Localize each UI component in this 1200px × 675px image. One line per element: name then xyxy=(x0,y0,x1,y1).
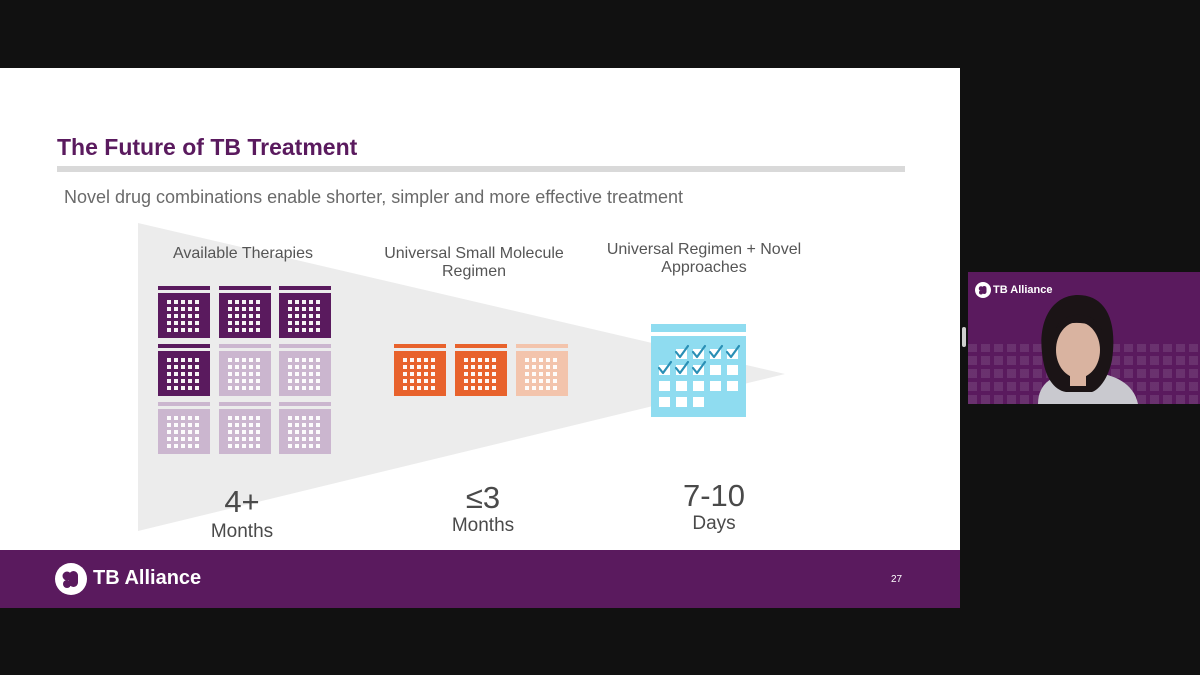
calendar-icon xyxy=(158,286,210,338)
calendar-icon xyxy=(279,344,331,396)
calendar-icon xyxy=(219,402,271,454)
metric-value-available: 4+ xyxy=(224,484,260,519)
calendar-icon xyxy=(279,286,331,338)
calendar-icon xyxy=(455,344,507,396)
tb-alliance-logo-icon xyxy=(975,282,991,298)
slide-title: The Future of TB Treatment xyxy=(57,134,358,160)
column-label-available-therapies: Available Therapies xyxy=(173,245,313,262)
title-divider xyxy=(57,166,905,172)
presentation-slide: The Future of TB Treatment Novel drug co… xyxy=(0,68,960,608)
calendar-icon xyxy=(279,402,331,454)
presenter-avatar xyxy=(1038,295,1138,404)
column-label-small-molecule: Universal Small Molecule Regimen xyxy=(384,245,564,280)
metric-value-novel: 7-10 xyxy=(682,478,746,513)
metric-unit-novel: Days xyxy=(692,513,736,534)
calendar-icon xyxy=(158,344,210,396)
calendar-cells xyxy=(657,344,741,407)
calendar-icon xyxy=(219,286,271,338)
tb-alliance-logo-icon xyxy=(55,563,87,595)
page-number: 27 xyxy=(891,574,903,585)
calendar-icon xyxy=(158,402,210,454)
column-label-novel-approaches: Universal Regimen + Novel Approaches xyxy=(606,241,802,276)
footer-brand: TB Alliance xyxy=(93,567,202,589)
metric-value-small-molecule: ≤3 xyxy=(465,480,501,515)
calendar-icon xyxy=(219,344,271,396)
calendar-days-icon xyxy=(651,324,746,417)
metric-unit-small-molecule: Months xyxy=(451,515,515,536)
calendar-icon xyxy=(516,344,568,396)
webcam-brand: TB Alliance xyxy=(993,284,1053,296)
metric-unit-available: Months xyxy=(210,521,274,542)
slide-footer: TB Alliance 27 xyxy=(0,550,960,608)
slide-subtitle: Novel drug combinations enable shorter, … xyxy=(64,187,683,207)
splitter-handle[interactable] xyxy=(962,327,966,347)
calendar-icon xyxy=(394,344,446,396)
